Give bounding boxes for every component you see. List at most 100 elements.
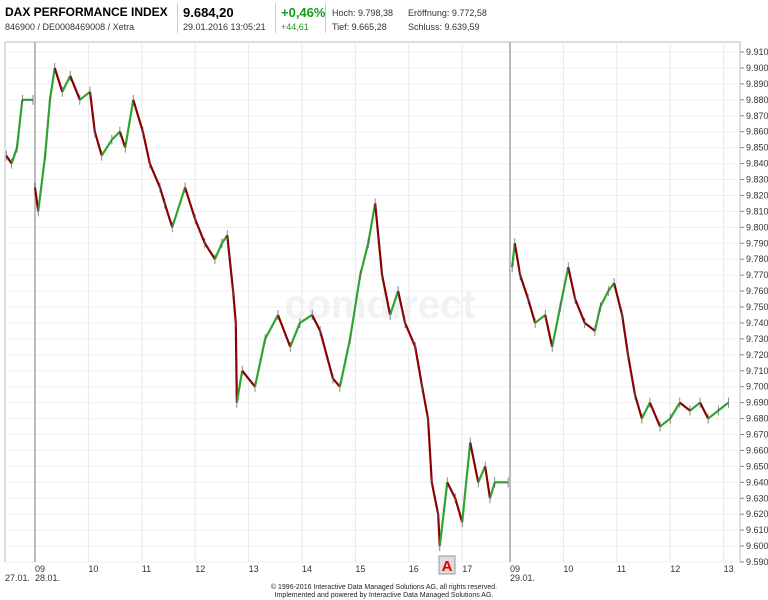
y-tick-label: 9.750 bbox=[746, 302, 768, 312]
price-segment bbox=[289, 322, 301, 348]
y-tick-label: 9.650 bbox=[746, 461, 768, 471]
y-tick-label: 9.880 bbox=[746, 95, 768, 105]
price-segment bbox=[194, 218, 206, 244]
y-tick-label: 9.740 bbox=[746, 318, 768, 328]
price-segment bbox=[100, 139, 113, 157]
price-segment bbox=[659, 417, 671, 428]
price-segment bbox=[367, 203, 377, 244]
price-segment bbox=[519, 274, 530, 300]
price-segment bbox=[37, 155, 47, 212]
price-segment bbox=[461, 442, 472, 523]
x-tick-label: 12 bbox=[670, 564, 680, 574]
y-tick-label: 9.670 bbox=[746, 430, 768, 440]
price-segment bbox=[669, 402, 681, 420]
x-tick-label: 15 bbox=[355, 564, 365, 574]
y-tick-label: 9.630 bbox=[746, 493, 768, 503]
price-segment bbox=[235, 370, 244, 403]
close-value: Schluss: 9.639,59 bbox=[408, 22, 480, 32]
y-tick-label: 9.700 bbox=[746, 382, 768, 392]
price-segment bbox=[426, 418, 433, 483]
x-tick-label: 11 bbox=[142, 564, 151, 574]
x-tick-label: 16 bbox=[409, 564, 419, 574]
price-segment bbox=[148, 163, 161, 188]
price-segment bbox=[141, 131, 151, 164]
y-tick-label: 9.780 bbox=[746, 254, 768, 264]
y-tick-label: 9.760 bbox=[746, 286, 768, 296]
price-segment bbox=[44, 99, 52, 156]
price-segment bbox=[679, 401, 691, 412]
price-segment bbox=[551, 306, 562, 348]
price-segment bbox=[527, 298, 537, 324]
x-tick-label: 13 bbox=[724, 564, 734, 574]
x-date-label: 28.01. bbox=[35, 573, 60, 583]
y-tick-label: 9.640 bbox=[746, 477, 768, 487]
price-segment bbox=[234, 322, 238, 403]
price-segment bbox=[171, 187, 187, 228]
price-segment bbox=[241, 370, 256, 388]
x-tick-label: 17 bbox=[462, 564, 472, 574]
price-segment bbox=[61, 75, 72, 93]
price-segment bbox=[253, 338, 267, 387]
price-cell: 9.684,20 29.01.2016 13:05:21 bbox=[183, 3, 276, 33]
price-segment bbox=[648, 402, 662, 427]
price-segment bbox=[430, 482, 440, 515]
x-date-label: 27.01. bbox=[5, 573, 30, 583]
price-segment bbox=[5, 154, 13, 165]
price-segment bbox=[10, 147, 19, 164]
y-tick-label: 9.660 bbox=[746, 445, 768, 455]
price-segment bbox=[226, 235, 235, 292]
high-value: Hoch: 9.798,38 bbox=[332, 8, 394, 18]
price-segment bbox=[584, 322, 596, 332]
price-segment bbox=[48, 67, 56, 100]
watermark-logo: comdirect bbox=[284, 283, 475, 327]
powered-by: Implemented and powered by Interactive D… bbox=[274, 592, 494, 599]
price-segment bbox=[446, 481, 457, 499]
open-value: Eröffnung: 9.772,58 bbox=[408, 8, 487, 18]
price-segment bbox=[689, 401, 701, 412]
price-segment bbox=[319, 330, 335, 380]
price-chart: comdirect 9.590 9.600 9.610 9.620 9.630 9.640… bbox=[4, 41, 768, 583]
y-tick-label: 9.600 bbox=[746, 541, 768, 551]
y-tick-label: 9.590 bbox=[746, 557, 768, 567]
y-tick-label: 9.910 bbox=[746, 47, 768, 57]
x-tick-label: 14 bbox=[302, 564, 312, 574]
y-tick-label: 9.730 bbox=[746, 334, 768, 344]
footer: © 1996-2016 Interactive Data Managed Sol… bbox=[0, 584, 768, 600]
change-cell: +0,46% +44,61 bbox=[281, 3, 326, 33]
price-segment bbox=[633, 394, 643, 419]
y-tick-label: 9.620 bbox=[746, 509, 768, 519]
event-marker-label[interactable]: A bbox=[442, 558, 453, 575]
price-segment bbox=[88, 91, 96, 132]
price-segment bbox=[311, 314, 322, 332]
price-segment bbox=[299, 314, 313, 324]
price-segment bbox=[332, 377, 341, 388]
change-percent: +0,46% bbox=[281, 5, 326, 20]
y-tick-label: 9.840 bbox=[746, 159, 768, 169]
price-segment bbox=[599, 290, 610, 308]
price-segment bbox=[567, 266, 577, 300]
y-tick-label: 9.710 bbox=[746, 366, 768, 376]
y-tick-label: 9.890 bbox=[746, 79, 768, 89]
price-segment bbox=[438, 482, 449, 547]
x-tick-label: 09 bbox=[510, 564, 520, 574]
y-tick-label: 9.860 bbox=[746, 127, 768, 137]
price-segment bbox=[534, 314, 546, 324]
x-tick-label: 10 bbox=[563, 564, 573, 574]
x-date-label: 29.01. bbox=[510, 573, 535, 583]
y-tick-label: 9.690 bbox=[746, 398, 768, 408]
copyright: © 1996-2016 Interactive Data Managed Sol… bbox=[270, 584, 498, 591]
event-marker[interactable]: A bbox=[438, 555, 456, 575]
price-segment bbox=[559, 266, 570, 308]
price-segment bbox=[381, 274, 392, 316]
y-tick-label: 9.830 bbox=[746, 175, 768, 185]
price-segment bbox=[158, 187, 166, 204]
price-segment bbox=[93, 131, 103, 156]
y-tick-label: 9.790 bbox=[746, 238, 768, 248]
price-segment bbox=[203, 242, 216, 260]
event-marker-box[interactable] bbox=[438, 555, 456, 575]
x-tick-label: 10 bbox=[88, 564, 98, 574]
price-segment bbox=[69, 75, 81, 101]
y-tick-label: 9.850 bbox=[746, 143, 768, 153]
low-value: Tief: 9.665,28 bbox=[332, 22, 387, 32]
price-segment bbox=[79, 90, 91, 101]
